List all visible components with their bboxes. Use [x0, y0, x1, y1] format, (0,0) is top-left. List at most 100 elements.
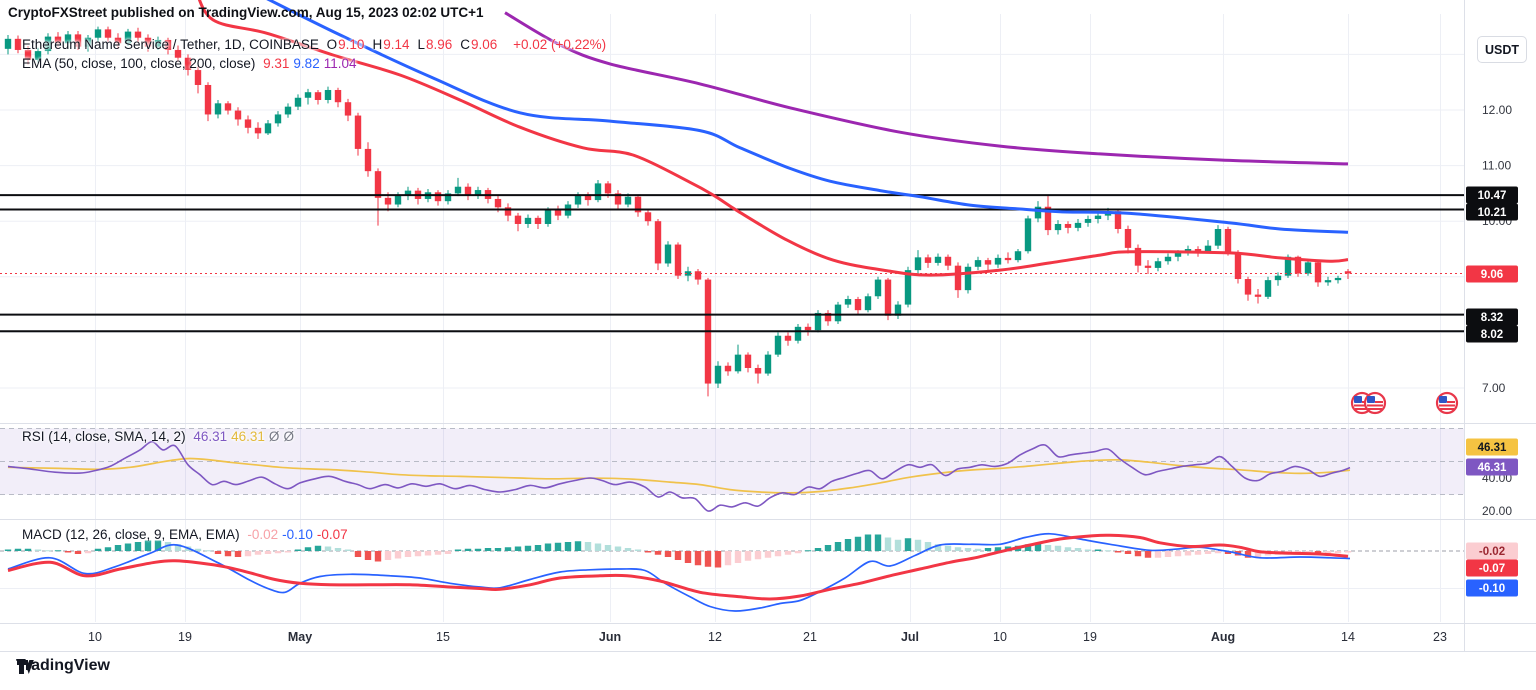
price-badge-bg [1466, 203, 1518, 221]
candle-body [624, 196, 632, 205]
tradingview-logo[interactable]: TradingView [16, 657, 110, 675]
macd-histogram-bar [1344, 551, 1352, 553]
macd-histogram-bar [254, 551, 262, 555]
candle-body [674, 244, 682, 276]
candle-body [44, 36, 52, 52]
price-badge-bg [1466, 325, 1518, 343]
macd-histogram-bar [1244, 551, 1252, 558]
tradingview-logo-icon [17, 660, 34, 674]
macd-histogram-bar [24, 548, 32, 551]
macd-histogram-bar [1304, 551, 1312, 554]
candle-body [544, 210, 552, 224]
macd-histogram-bar [874, 534, 882, 551]
candle-body [934, 256, 942, 263]
macd-histogram-bar [804, 550, 812, 552]
candle-body [1314, 262, 1322, 283]
macd-histogram-bar [704, 551, 712, 567]
candle-body [194, 69, 202, 85]
candle-body [1204, 245, 1212, 252]
macd-badge-bg [1466, 559, 1518, 577]
chart-canvas[interactable]: 12.0011.0010.007.0010.4710.219.068.328.0… [0, 0, 1536, 652]
macd-histogram-bar [1054, 545, 1062, 551]
candle-body [344, 102, 352, 116]
candle-body [734, 354, 742, 372]
candle-body [254, 127, 262, 134]
currency-toggle-button[interactable]: USDT [1477, 36, 1527, 63]
price-badge-bg [1466, 265, 1518, 283]
rsi-line [7, 440, 1351, 512]
candle-body [24, 49, 32, 60]
time-axis-label: 21 [803, 630, 817, 644]
time-axis-label: May [288, 630, 312, 644]
candle-body [1234, 252, 1242, 280]
macd-histogram-bar [44, 550, 52, 552]
macd-histogram-bar [84, 551, 92, 554]
candle-body [874, 279, 882, 297]
macd-histogram-bar [724, 551, 732, 566]
macd-histogram-bar [964, 548, 972, 551]
ema100-line [266, 0, 1349, 234]
candle-body [1164, 256, 1172, 262]
candle-body [1024, 218, 1032, 252]
price-scale[interactable] [1464, 0, 1536, 652]
candle-body [314, 92, 322, 100]
candle-body [454, 186, 462, 194]
macd-histogram-bar [1214, 551, 1222, 554]
candle-body [84, 37, 92, 47]
candle-body [64, 34, 72, 44]
rsi-sma-line [7, 457, 1351, 494]
candle-body [244, 119, 252, 128]
macd-histogram-bar [864, 534, 872, 551]
macd-histogram-bar [474, 548, 482, 551]
candle-body [594, 183, 602, 201]
candle-body [904, 270, 912, 305]
macd-histogram-bar [534, 545, 542, 551]
candle-body [1294, 256, 1302, 274]
macd-histogram-bar [1134, 551, 1142, 557]
macd-histogram-bar [764, 551, 772, 558]
macd-histogram-bar [434, 551, 442, 555]
us-flag-event-icon[interactable] [1363, 391, 1387, 415]
candle-body [14, 38, 22, 50]
macd-histogram-bar [414, 551, 422, 557]
candle-body [214, 103, 222, 115]
candle-body [1034, 206, 1042, 219]
macd-badge-bg [1466, 579, 1518, 597]
macd-histogram-bar [974, 548, 982, 551]
macd-histogram-bar [1024, 544, 1032, 551]
candle-body [684, 271, 692, 276]
candle-body [444, 193, 452, 202]
macd-histogram-bar [1144, 551, 1152, 558]
macd-histogram-bar [74, 551, 82, 554]
macd-histogram-bar [1324, 551, 1332, 554]
macd-histogram-bar [714, 551, 722, 568]
macd-histogram-bar [374, 551, 382, 562]
macd-histogram-bar [304, 547, 312, 551]
time-scale[interactable] [0, 624, 1464, 652]
macd-histogram-bar [314, 545, 322, 551]
candle-body [1244, 279, 1252, 295]
candle-body [754, 367, 762, 374]
macd-histogram-bar [384, 551, 392, 560]
us-flag-event-icon[interactable] [1435, 391, 1459, 415]
candle-body [204, 84, 212, 115]
macd-histogram-bar [54, 550, 62, 552]
candle-body [144, 37, 152, 47]
macd-histogram-bar [934, 544, 942, 551]
price-axis-label: 11.00 [1482, 159, 1511, 173]
macd-histogram-bar [844, 539, 852, 551]
macd-histogram-bar [734, 551, 742, 563]
macd-histogram-bar [1224, 551, 1232, 554]
candle-body [104, 29, 112, 38]
macd-histogram-bar [64, 551, 72, 553]
macd-histogram-bar [1204, 551, 1212, 554]
candle-body [1194, 249, 1202, 252]
candle-body [554, 210, 562, 216]
macd-histogram-bar [584, 542, 592, 551]
candle-body [1014, 251, 1022, 261]
candle-body [814, 312, 822, 331]
macd-histogram-bar [814, 548, 822, 551]
macd-histogram-bar [4, 549, 12, 551]
macd-histogram-bar [614, 546, 622, 551]
macd-histogram-bar [354, 551, 362, 557]
